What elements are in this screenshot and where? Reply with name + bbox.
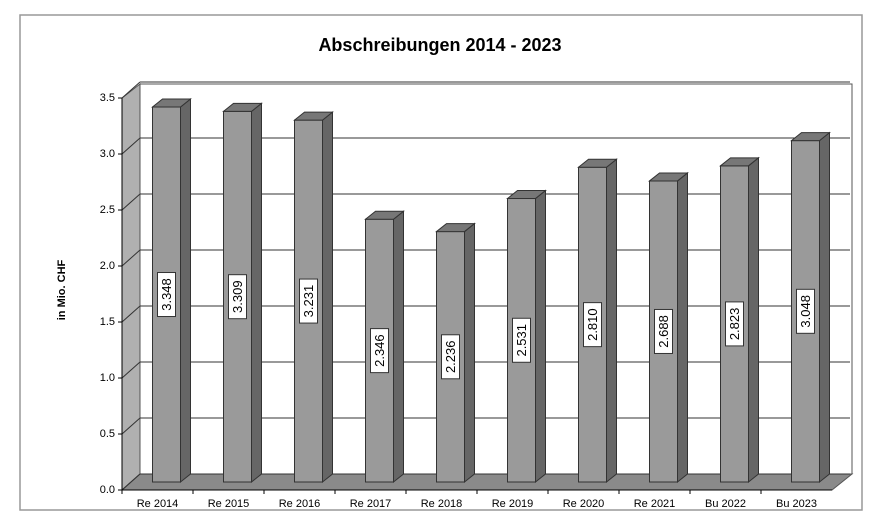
value-label: 2.346 xyxy=(370,328,389,374)
grid-line xyxy=(121,193,141,211)
bar-side xyxy=(606,158,617,484)
value-label-box xyxy=(228,274,247,320)
bar-side xyxy=(464,222,475,484)
y-tick-label: 1.5 xyxy=(100,316,115,328)
grid-line xyxy=(121,473,141,491)
bar-side xyxy=(748,156,759,484)
value-label-text: 2.823 xyxy=(727,308,742,341)
chart-title: Abschreibungen 2014 - 2023 xyxy=(318,35,561,55)
bar-top xyxy=(719,157,760,167)
grid-line xyxy=(121,305,141,323)
y-tick-label: 3.5 xyxy=(100,92,115,104)
grid-line xyxy=(121,361,141,379)
x-tick-label: Re 2020 xyxy=(563,498,605,510)
bar-side xyxy=(322,111,333,484)
value-label-text: 2.236 xyxy=(443,341,458,374)
bar-top xyxy=(293,111,334,121)
grid-line xyxy=(121,249,141,267)
value-label: 3.231 xyxy=(299,278,318,324)
y-tick-label: 1.0 xyxy=(100,372,115,384)
x-tick-label: Re 2019 xyxy=(492,498,534,510)
bar-top xyxy=(790,132,831,142)
y-tick-label: 0.5 xyxy=(100,428,115,440)
y-tick-label: 0.0 xyxy=(100,484,115,496)
value-label-text: 3.048 xyxy=(798,295,813,328)
value-label-text: 2.810 xyxy=(585,308,600,341)
bar-top xyxy=(435,223,476,233)
y-tick-label: 2.0 xyxy=(100,260,115,272)
value-label-box xyxy=(157,272,176,318)
value-label-box xyxy=(299,278,318,324)
value-label-text: 3.309 xyxy=(230,280,245,313)
value-label-box xyxy=(441,334,460,380)
bar-top xyxy=(506,190,547,200)
value-label-text: 2.346 xyxy=(372,334,387,367)
value-label-box xyxy=(796,288,815,334)
value-label-box xyxy=(370,328,389,374)
bar-side xyxy=(535,189,546,484)
x-tick-label: Bu 2022 xyxy=(705,498,746,510)
value-label: 3.309 xyxy=(228,274,247,320)
x-tick-label: Re 2015 xyxy=(208,498,250,510)
grid-line xyxy=(121,417,141,435)
y-tick-label: 3.0 xyxy=(100,148,115,160)
value-label: 2.823 xyxy=(725,301,744,347)
bar-side xyxy=(677,171,688,484)
x-tick-label: Re 2021 xyxy=(634,498,676,510)
x-tick-label: Re 2014 xyxy=(137,498,179,510)
x-tick-label: Re 2018 xyxy=(421,498,463,510)
grid-line xyxy=(121,137,141,155)
value-label: 3.048 xyxy=(796,288,815,334)
bar-top xyxy=(151,98,192,108)
value-label-text: 3.348 xyxy=(159,278,174,311)
value-label-text: 2.688 xyxy=(656,315,671,348)
grid-line xyxy=(121,81,141,99)
value-label: 2.236 xyxy=(441,334,460,380)
value-label-box xyxy=(512,317,531,363)
value-label-text: 3.231 xyxy=(301,285,316,318)
value-label-box xyxy=(654,308,673,354)
x-tick-label: Re 2016 xyxy=(279,498,321,510)
x-tick-label: Bu 2023 xyxy=(776,498,817,510)
value-label-text: 2.531 xyxy=(514,324,529,357)
bar-side xyxy=(819,131,830,484)
bar-side xyxy=(180,97,191,484)
value-label-box xyxy=(725,301,744,347)
side-wall xyxy=(121,82,141,492)
value-label: 2.688 xyxy=(654,308,673,354)
y-tick-label: 2.5 xyxy=(100,204,115,216)
bar-side xyxy=(393,210,404,484)
bar-side xyxy=(251,102,262,484)
x-tick-label: Re 2017 xyxy=(350,498,392,510)
value-label-box xyxy=(583,302,602,348)
value-label: 3.348 xyxy=(157,272,176,318)
bar-top xyxy=(364,210,405,220)
bar-top xyxy=(577,158,618,168)
bar-top xyxy=(222,102,263,112)
y-axis-label: in Mio. CHF xyxy=(56,259,68,320)
bar-top xyxy=(648,172,689,182)
value-label: 2.810 xyxy=(583,302,602,348)
value-label: 2.531 xyxy=(512,317,531,363)
